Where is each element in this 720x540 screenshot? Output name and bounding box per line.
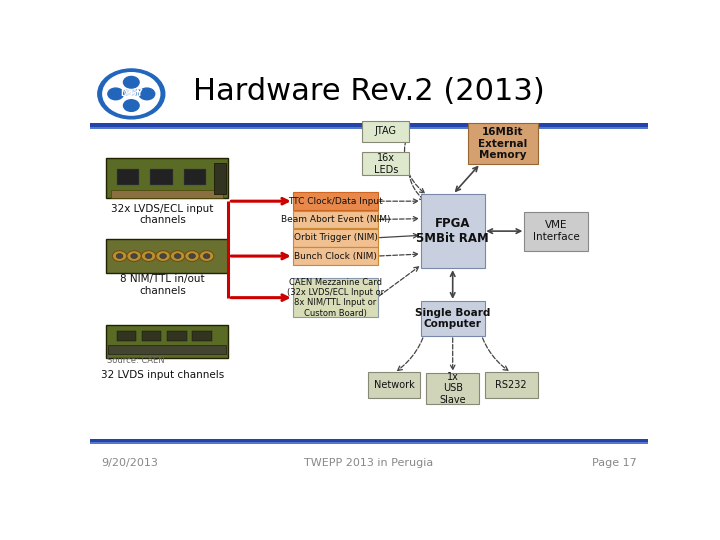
Circle shape	[127, 251, 141, 261]
Text: 16x
LEDs: 16x LEDs	[374, 153, 398, 174]
Text: DESY: DESY	[120, 90, 143, 98]
Bar	[167, 331, 186, 341]
Circle shape	[116, 254, 123, 259]
Text: Orbit Trigger (NIM): Orbit Trigger (NIM)	[294, 233, 377, 242]
Text: Hardware Rev.2 (2013): Hardware Rev.2 (2013)	[193, 77, 545, 106]
FancyBboxPatch shape	[426, 373, 479, 404]
Text: TWEPP 2013 in Perugia: TWEPP 2013 in Perugia	[305, 458, 433, 468]
Text: 9/20/2013: 9/20/2013	[101, 458, 158, 468]
FancyBboxPatch shape	[293, 229, 378, 246]
Text: Beam Abort Event (NIM): Beam Abort Event (NIM)	[281, 215, 390, 224]
Text: Source: CAEN: Source: CAEN	[107, 355, 164, 364]
Bar	[90, 65, 648, 123]
Circle shape	[171, 251, 185, 261]
FancyBboxPatch shape	[485, 372, 538, 398]
Bar	[192, 331, 212, 341]
Circle shape	[199, 251, 214, 261]
Circle shape	[160, 254, 166, 259]
Circle shape	[145, 254, 152, 259]
FancyBboxPatch shape	[362, 152, 409, 176]
Text: 16MBit
External
Memory: 16MBit External Memory	[478, 127, 528, 160]
Circle shape	[108, 88, 124, 100]
Circle shape	[203, 254, 210, 259]
Circle shape	[189, 254, 195, 259]
FancyBboxPatch shape	[106, 325, 228, 358]
FancyBboxPatch shape	[106, 158, 228, 198]
Circle shape	[124, 100, 139, 111]
Text: DESY: DESY	[119, 90, 143, 98]
Bar	[111, 191, 222, 198]
Text: Single Board
Computer: Single Board Computer	[415, 308, 490, 329]
Text: 1x
USB
Slave: 1x USB Slave	[439, 372, 466, 405]
Bar	[90, 127, 648, 129]
Bar	[184, 168, 206, 185]
FancyBboxPatch shape	[524, 212, 588, 251]
Bar	[109, 346, 225, 354]
Circle shape	[174, 254, 181, 259]
FancyBboxPatch shape	[368, 372, 420, 398]
Bar	[150, 168, 173, 185]
Text: TTC Clock/Data Input: TTC Clock/Data Input	[288, 197, 383, 206]
Circle shape	[112, 251, 127, 261]
Circle shape	[131, 254, 138, 259]
Text: Page 17: Page 17	[592, 458, 637, 468]
Bar	[90, 440, 648, 442]
Bar	[90, 130, 648, 440]
Circle shape	[98, 69, 165, 119]
Circle shape	[124, 77, 139, 88]
Text: VME
Interface: VME Interface	[533, 220, 580, 242]
Bar	[90, 442, 648, 444]
FancyBboxPatch shape	[421, 301, 485, 336]
Text: Network: Network	[374, 380, 415, 390]
FancyBboxPatch shape	[293, 211, 378, 228]
Text: 32 LVDS input channels: 32 LVDS input channels	[101, 369, 224, 380]
Circle shape	[103, 73, 160, 115]
Text: Bunch Clock (NIM): Bunch Clock (NIM)	[294, 252, 377, 261]
Bar	[215, 163, 225, 194]
Bar	[117, 331, 136, 341]
FancyBboxPatch shape	[106, 239, 228, 273]
FancyBboxPatch shape	[293, 192, 378, 210]
FancyBboxPatch shape	[293, 247, 378, 265]
Bar	[142, 331, 161, 341]
Circle shape	[139, 88, 155, 100]
Text: FPGA
5MBit RAM: FPGA 5MBit RAM	[416, 217, 489, 245]
Circle shape	[141, 251, 156, 261]
Text: RS232: RS232	[495, 380, 527, 390]
Text: JTAG: JTAG	[374, 126, 397, 136]
FancyBboxPatch shape	[293, 278, 378, 317]
Text: CAEN Mezzanine Card
(32x LVDS/ECL Input or
8x NIM/TTL Input or
Custom Board): CAEN Mezzanine Card (32x LVDS/ECL Input …	[287, 278, 384, 318]
FancyBboxPatch shape	[421, 194, 485, 268]
Bar	[90, 123, 648, 127]
Bar	[117, 168, 139, 185]
FancyBboxPatch shape	[362, 120, 409, 142]
Circle shape	[156, 251, 171, 261]
Text: 32x LVDS/ECL input
channels: 32x LVDS/ECL input channels	[112, 204, 214, 225]
Circle shape	[185, 251, 199, 261]
FancyBboxPatch shape	[468, 123, 538, 164]
Text: 8 NIM/TTL in/out
channels: 8 NIM/TTL in/out channels	[120, 274, 205, 296]
